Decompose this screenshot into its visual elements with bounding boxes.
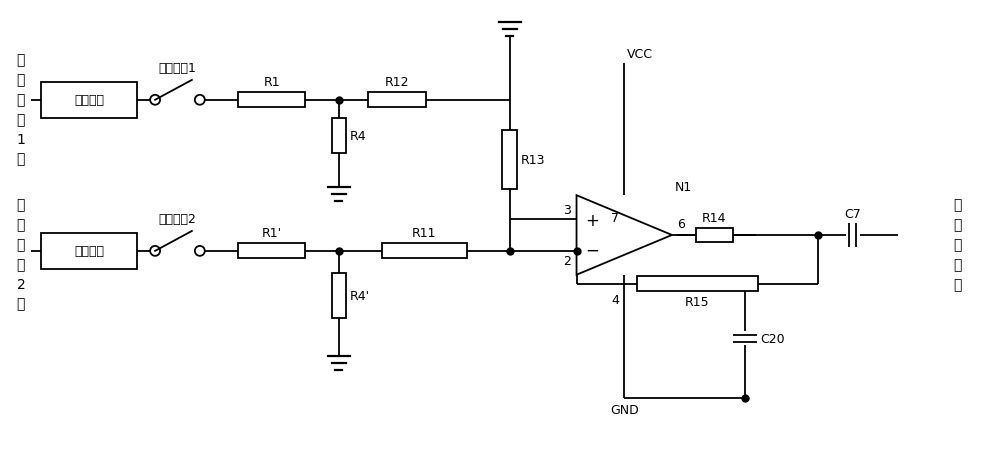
- Text: 信: 信: [17, 93, 25, 106]
- Text: 测: 测: [953, 198, 961, 212]
- Bar: [637, 277, 758, 291]
- Text: R12: R12: [385, 76, 409, 89]
- Text: 距: 距: [17, 218, 25, 232]
- Text: 测距开关1: 测距开关1: [159, 62, 196, 75]
- Text: R1: R1: [264, 76, 280, 89]
- Polygon shape: [577, 196, 672, 275]
- Bar: [696, 228, 733, 243]
- Text: R1': R1': [262, 227, 282, 240]
- Bar: [41, 83, 137, 118]
- Bar: [332, 118, 346, 154]
- Text: +: +: [586, 212, 599, 230]
- Circle shape: [150, 95, 160, 106]
- Text: 号: 号: [17, 112, 25, 126]
- Text: 入: 入: [17, 297, 25, 311]
- Bar: [368, 93, 426, 108]
- Bar: [332, 274, 346, 318]
- Bar: [382, 244, 467, 259]
- Text: R13: R13: [520, 154, 545, 167]
- Bar: [41, 234, 137, 269]
- Text: 号: 号: [17, 257, 25, 271]
- Text: 信: 信: [17, 237, 25, 252]
- Text: 1: 1: [16, 132, 25, 146]
- Text: C20: C20: [760, 332, 785, 345]
- Text: 接口电路: 接口电路: [74, 94, 104, 107]
- Text: R14: R14: [702, 211, 726, 224]
- Text: 号: 号: [953, 257, 961, 271]
- Circle shape: [195, 95, 205, 106]
- Text: C7: C7: [844, 207, 861, 221]
- Circle shape: [195, 246, 205, 256]
- Text: R15: R15: [685, 296, 710, 308]
- Text: −: −: [586, 241, 599, 259]
- Text: R4: R4: [349, 130, 366, 143]
- Text: 测: 测: [17, 198, 25, 212]
- Text: 4: 4: [611, 293, 619, 307]
- Text: 6: 6: [677, 218, 685, 230]
- Text: 信: 信: [953, 237, 961, 252]
- Text: VCC: VCC: [627, 48, 653, 61]
- Text: 3: 3: [563, 204, 571, 217]
- Text: 2: 2: [563, 254, 571, 267]
- Circle shape: [150, 246, 160, 256]
- Bar: [238, 244, 305, 259]
- Text: 接口电路: 接口电路: [74, 245, 104, 258]
- Bar: [238, 93, 305, 108]
- Text: 距: 距: [17, 73, 25, 87]
- Text: 2: 2: [17, 277, 25, 291]
- Text: 测距开关2: 测距开关2: [159, 213, 196, 225]
- Text: R4': R4': [349, 290, 370, 302]
- Text: 入: 入: [17, 152, 25, 166]
- Text: 出: 出: [953, 277, 961, 291]
- Text: 测: 测: [17, 53, 25, 67]
- Text: 距: 距: [953, 218, 961, 232]
- Text: N1: N1: [675, 181, 692, 194]
- Text: R11: R11: [412, 227, 437, 240]
- Bar: [502, 130, 517, 190]
- Text: 7: 7: [611, 211, 619, 224]
- Text: GND: GND: [610, 403, 639, 416]
